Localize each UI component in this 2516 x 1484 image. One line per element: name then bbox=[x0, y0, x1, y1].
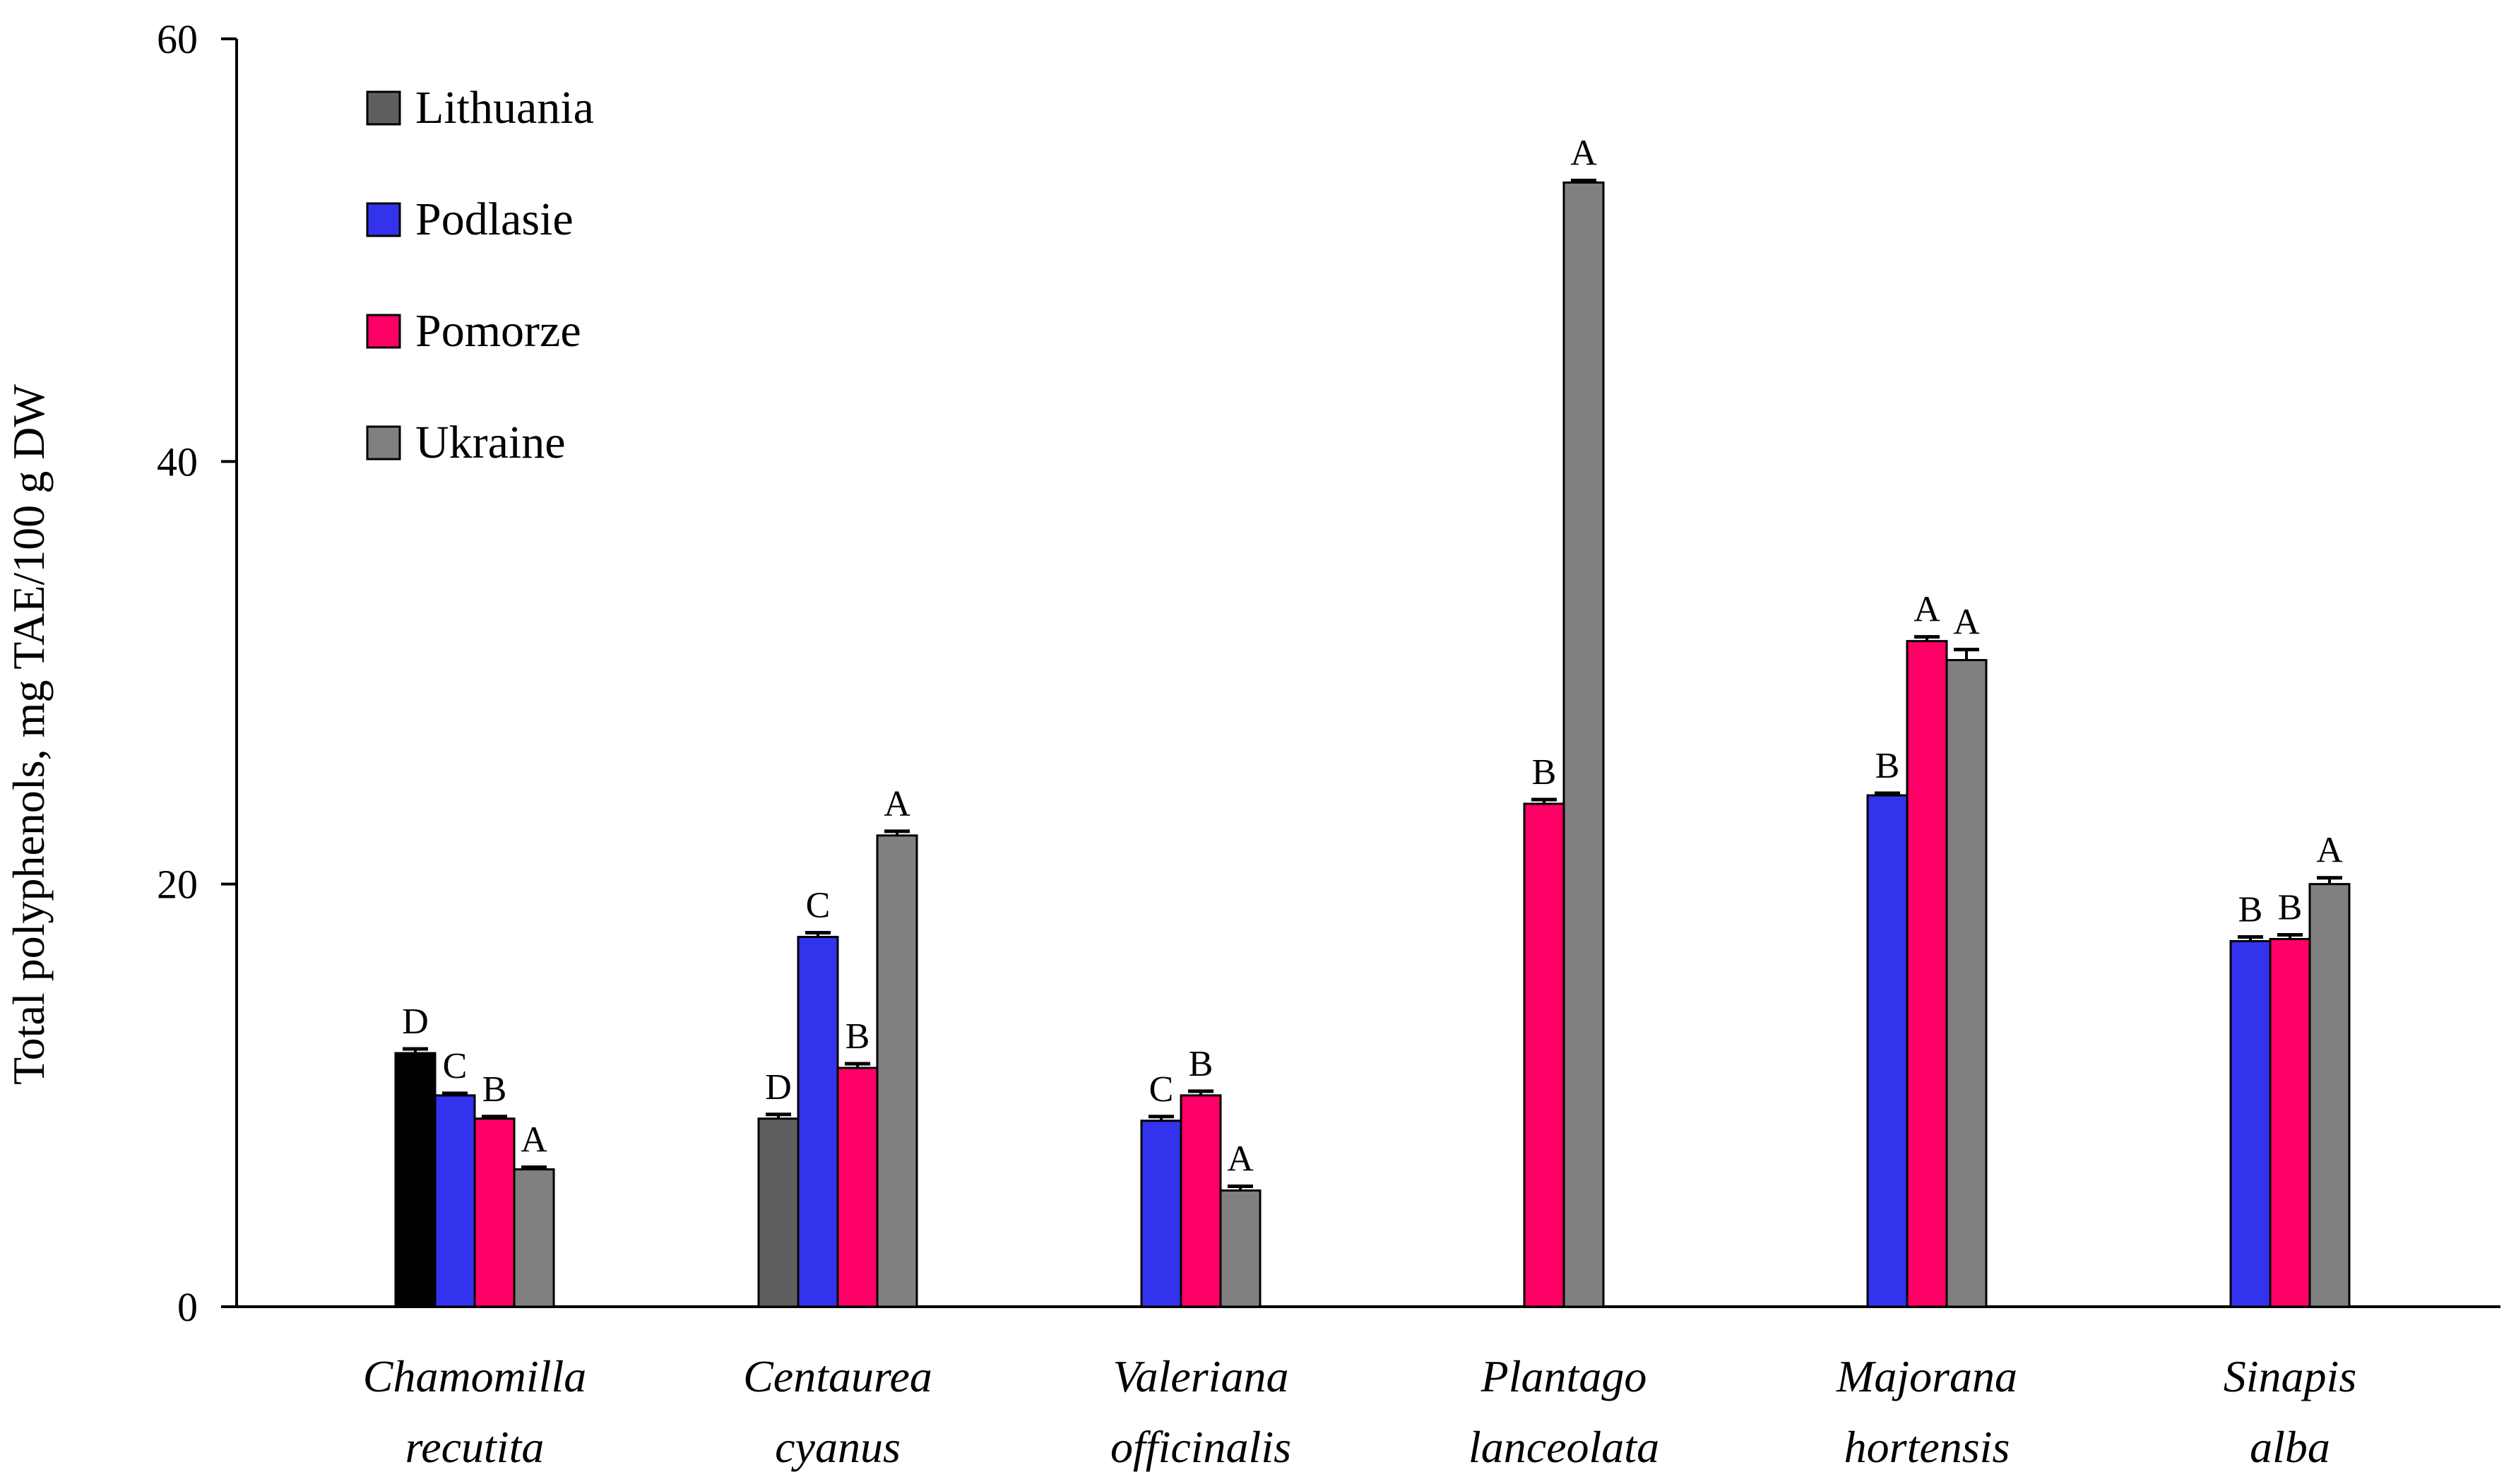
category-label-line1: Valeriana bbox=[1113, 1351, 1289, 1401]
significance-label: A bbox=[2316, 831, 2343, 871]
significance-label: B bbox=[482, 1069, 507, 1110]
significance-label: B bbox=[2278, 887, 2303, 927]
legend-swatch-ukraine bbox=[366, 425, 401, 461]
bar-ukraine-3 bbox=[1562, 181, 1605, 1308]
significance-label: B bbox=[2238, 889, 2263, 930]
category-label-line2: cyanus bbox=[775, 1422, 901, 1472]
legend-label-ukraine: Ukraine bbox=[415, 417, 566, 468]
y-tick-label: 20 bbox=[157, 862, 198, 908]
bar-pomorze-0 bbox=[473, 1117, 516, 1308]
significance-label: B bbox=[1532, 752, 1557, 793]
category-label-line2: alba bbox=[2250, 1422, 2330, 1472]
category-label-line1: Sinapis bbox=[2224, 1351, 2356, 1401]
bar-pomorze-3 bbox=[1523, 802, 1565, 1308]
significance-label: A bbox=[1570, 133, 1597, 173]
bar-ukraine-0 bbox=[513, 1168, 555, 1308]
significance-label: A bbox=[1913, 590, 1940, 630]
bar-podlasie-2 bbox=[1140, 1120, 1182, 1308]
bar-ukraine-2 bbox=[1219, 1189, 1262, 1308]
bar-lithuania-1 bbox=[757, 1117, 800, 1308]
bars bbox=[394, 178, 2351, 1308]
legend-swatch-lithuania bbox=[366, 90, 401, 126]
bar-ukraine-1 bbox=[876, 834, 918, 1308]
legend-label-pomorze: Pomorze bbox=[415, 305, 581, 357]
y-axis-label: Total polyphenols, mg TAE/100 g DW bbox=[4, 384, 54, 1085]
significance-label: B bbox=[1875, 746, 1900, 786]
legend-label-podlasie: Podlasie bbox=[415, 194, 574, 245]
significance-label: A bbox=[884, 784, 910, 824]
y-tick-label: 0 bbox=[177, 1284, 198, 1330]
category-label-line2: lanceolata bbox=[1468, 1422, 1659, 1472]
bar-lithuania-0 bbox=[394, 1052, 437, 1308]
bar-ukraine-4 bbox=[1945, 659, 1988, 1308]
category-label-line1: Centaurea bbox=[743, 1351, 932, 1401]
significance-label: D bbox=[402, 1002, 429, 1042]
bar-pomorze-2 bbox=[1180, 1094, 1222, 1308]
category-label-line2: officinalis bbox=[1110, 1422, 1291, 1472]
y-tick-label: 40 bbox=[157, 439, 198, 485]
category-label-line2: recutita bbox=[405, 1422, 545, 1472]
labels: DCBADCBACBABABAABBABA bbox=[402, 133, 2343, 1179]
legend-swatch-pomorze bbox=[366, 314, 401, 349]
category-label-line2: hortensis bbox=[1844, 1422, 2010, 1472]
category-label-line1: Majorana bbox=[1836, 1351, 2017, 1401]
bar-podlasie-4 bbox=[1866, 794, 1909, 1308]
significance-label: A bbox=[1953, 602, 1980, 643]
bar-pomorze-1 bbox=[836, 1067, 879, 1308]
bar-podlasie-1 bbox=[797, 935, 839, 1308]
significance-label: C bbox=[806, 885, 831, 925]
bar-pomorze-4 bbox=[1906, 640, 1948, 1308]
bar-podlasie-0 bbox=[434, 1094, 476, 1308]
significance-label: B bbox=[845, 1016, 870, 1057]
legend-swatch-podlasie bbox=[366, 202, 401, 237]
significance-label: C bbox=[443, 1046, 468, 1086]
bar-ukraine-5 bbox=[2308, 883, 2351, 1308]
significance-label: B bbox=[1189, 1044, 1214, 1084]
significance-label: C bbox=[1149, 1069, 1174, 1110]
bar-podlasie-5 bbox=[2229, 939, 2272, 1308]
category-label-line1: Plantago bbox=[1480, 1351, 1647, 1401]
legend-label-lithuania: Lithuania bbox=[415, 82, 594, 133]
axes: 0 20 40 60 Chamomilla recutita Centaurea cyanus… bbox=[157, 16, 2500, 1472]
bar-pomorze-5 bbox=[2269, 937, 2311, 1308]
significance-label: A bbox=[521, 1120, 547, 1161]
y-tick-label: 60 bbox=[157, 16, 198, 62]
legend: Lithuania Podlasie Pomorze Ukraine bbox=[366, 82, 594, 468]
significance-label: D bbox=[765, 1067, 792, 1108]
significance-label: A bbox=[1227, 1139, 1254, 1179]
category-label-line1: Chamomilla bbox=[363, 1351, 586, 1401]
